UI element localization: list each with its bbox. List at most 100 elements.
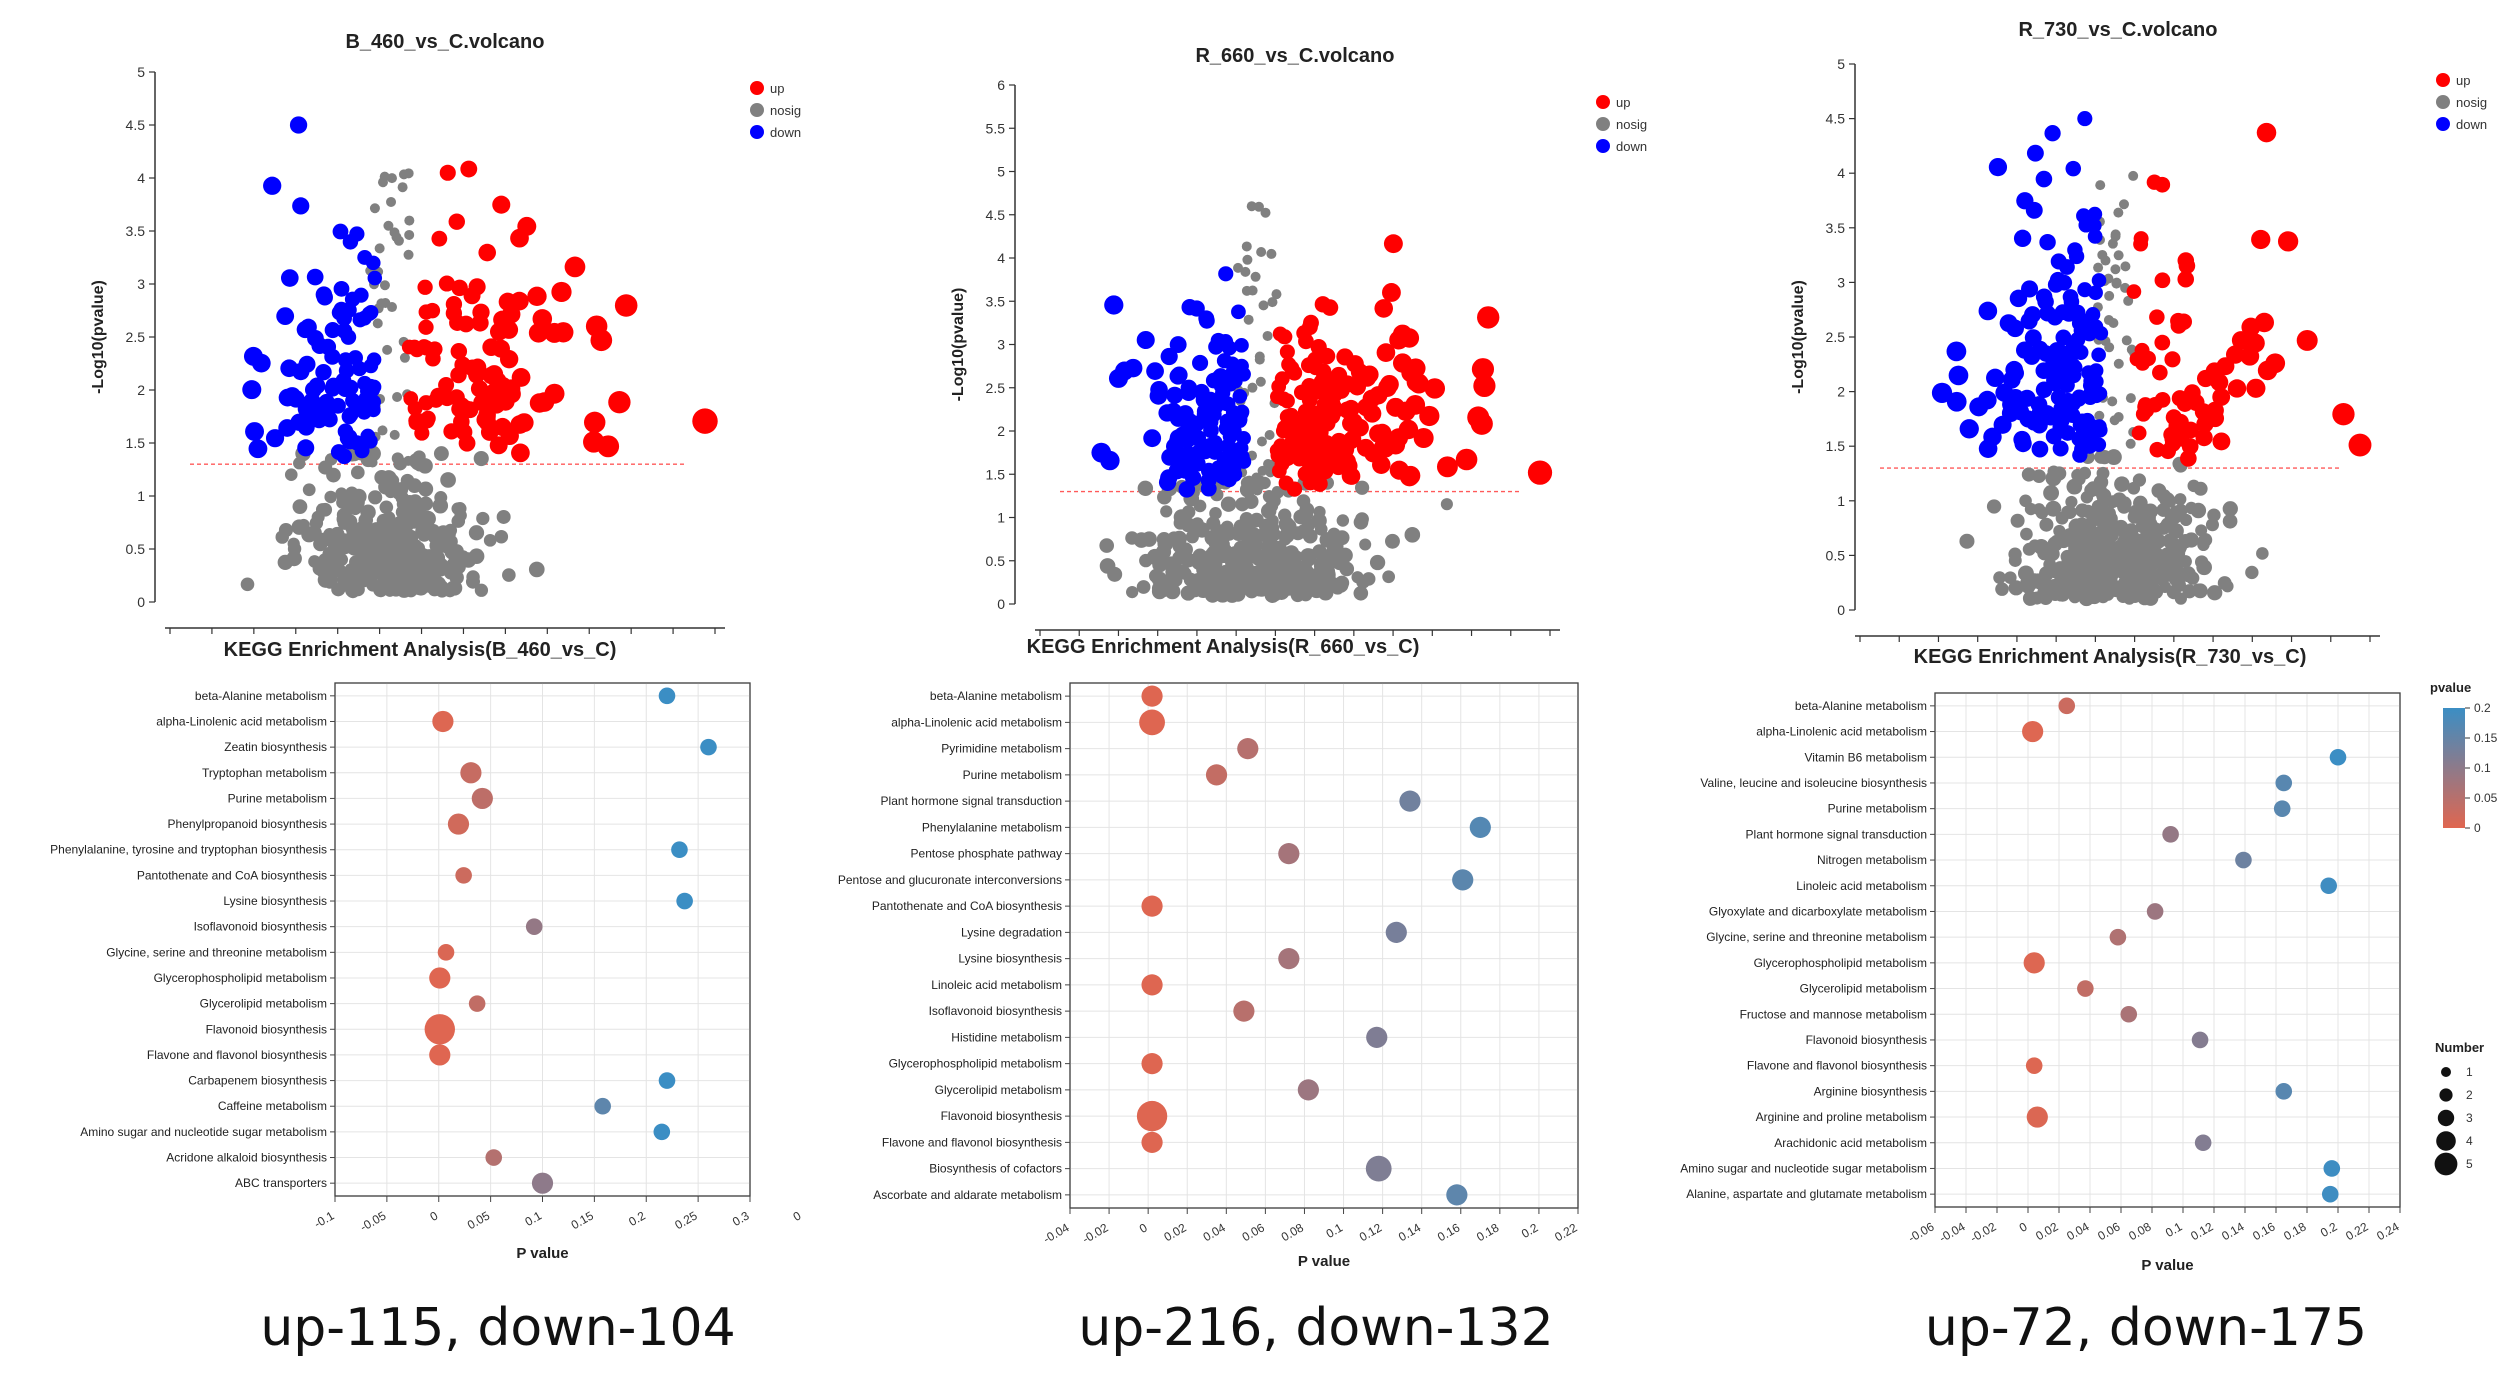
kegg-pathway-label: beta-Alanine metabolism (195, 689, 327, 703)
volcano-point-up (1376, 343, 1396, 362)
volcano-point-nosig (316, 532, 332, 548)
volcano-point-up (424, 302, 441, 319)
kegg-bubble (1141, 685, 1163, 707)
volcano-point-nosig (386, 173, 397, 184)
volcano-point-nosig (2065, 528, 2078, 541)
volcano-point-nosig (1314, 522, 1328, 536)
volcano-point-down (1931, 382, 1953, 403)
volcano-points (240, 116, 718, 599)
volcano-point-up (1297, 403, 1314, 420)
volcano-point-down (336, 448, 353, 465)
volcano-point-up (1279, 344, 1295, 360)
kegg-bubble (1233, 1000, 1255, 1022)
volcano-point-nosig (397, 182, 408, 193)
volcano-point-down (332, 223, 349, 240)
volcano-point-down (1988, 157, 2008, 177)
volcano-point-nosig (2045, 500, 2062, 517)
volcano-point-nosig (2127, 509, 2142, 524)
volcano-point-nosig (2110, 229, 2121, 240)
volcano-point-nosig (447, 580, 463, 596)
volcano-point-up (2182, 421, 2200, 439)
volcano-point-nosig (528, 561, 545, 578)
volcano-point-up (426, 341, 443, 357)
volcano-point-nosig (2091, 499, 2105, 513)
volcano-point-nosig (1247, 382, 1258, 393)
volcano-point-nosig (1151, 580, 1167, 596)
volcano-y-tick-label: 1 (997, 510, 1005, 526)
volcano-title: R_730_vs_C.volcano (2018, 19, 2217, 41)
volcano-point-nosig (379, 280, 390, 291)
volcano-point-nosig (1136, 580, 1151, 594)
volcano-point-down (292, 197, 310, 215)
volcano-point-down (1196, 403, 1213, 420)
volcano-point-up (2240, 346, 2260, 366)
kegg-pathway-label: Glycerophospholipid metabolism (889, 1057, 1062, 1071)
volcano-point-down (339, 430, 356, 446)
volcano-point-nosig (2185, 571, 2200, 585)
volcano-point-down (1986, 368, 2005, 388)
volcano-point-down (303, 398, 321, 416)
volcano-point-nosig (2022, 590, 2039, 606)
volcano-y-tick-label: 5 (1837, 56, 1845, 72)
volcano-y-tick-label: 2 (997, 423, 1005, 439)
kegg-bubble (2109, 928, 2127, 946)
volcano-point-nosig (454, 509, 467, 522)
kegg-bubble (447, 813, 470, 835)
volcano-point-nosig (335, 487, 348, 500)
volcano-point-nosig (440, 472, 456, 488)
volcano-point-nosig (1164, 583, 1181, 600)
kegg-x-tick-label: 0.16 (1435, 1220, 1463, 1244)
volcano-point-down (1948, 365, 1969, 386)
volcano-point-nosig (386, 474, 400, 487)
volcano-point-nosig (418, 481, 434, 497)
volcano-point-up (1455, 448, 1478, 471)
volcano-point-nosig (1959, 533, 1975, 549)
volcano-point-nosig (1253, 201, 1264, 212)
volcano-point-nosig (1302, 548, 1317, 564)
volcano-point-nosig (390, 554, 403, 567)
kegg-bubble (2273, 800, 2291, 817)
volcano-point-down (324, 322, 341, 339)
volcano-point-nosig (2107, 238, 2118, 249)
volcano-point-up (1284, 360, 1300, 376)
kegg-title: KEGG Enrichment Analysis(B_460_vs_C) (224, 639, 617, 661)
volcano-point-nosig (2108, 546, 2124, 562)
kegg-pathway-label: Glycerolipid metabolism (1800, 982, 1927, 996)
volcano-point-down (1978, 439, 1998, 458)
volcano-point-down (263, 176, 282, 195)
kegg-pathway-label: Histidine metabolism (951, 1030, 1062, 1044)
volcano-y-tick-label: 1 (1837, 493, 1845, 509)
kegg-pathway-label: Caffeine metabolism (218, 1099, 327, 1113)
volcano-point-down (2024, 306, 2042, 324)
volcano-point-nosig (2256, 547, 2269, 560)
volcano-point-nosig (2120, 261, 2131, 272)
number-legend-label: 3 (2466, 1111, 2473, 1125)
kegg-bubble (2146, 903, 2164, 920)
volcano-point-nosig (2222, 501, 2238, 517)
kegg-pathway-label: Lysine biosynthesis (958, 952, 1062, 966)
kegg-bubble (2022, 720, 2044, 743)
kegg-pathway-label: Arginine biosynthesis (1814, 1084, 1927, 1098)
kegg-bubble (455, 867, 472, 884)
volcano-point-up (1342, 467, 1361, 485)
volcano-point-nosig (2126, 581, 2140, 595)
kegg-pathway-label: Glycerophospholipid metabolism (154, 971, 327, 985)
volcano-point-down (2077, 111, 2093, 127)
kegg-bubble (471, 787, 493, 810)
volcano-y-tick-label: 5.5 (986, 120, 1006, 136)
volcano-point-down (1104, 295, 1124, 315)
volcano-point-down (2086, 436, 2102, 451)
volcano-point-up (1383, 234, 1403, 254)
kegg-plot-border (1069, 682, 1579, 1209)
volcano-point-down (2024, 329, 2042, 347)
volcano-point-nosig (496, 509, 511, 524)
volcano-point-nosig (308, 555, 321, 568)
volcano-point-down (1168, 432, 1186, 450)
volcano-point-nosig (2008, 547, 2022, 561)
volcano-point-up (2181, 438, 2199, 455)
volcano-point-nosig (2103, 511, 2118, 527)
volcano-point-nosig (400, 473, 415, 488)
volcano-point-nosig (416, 557, 431, 571)
volcano-y-tick-label: 2 (137, 382, 145, 398)
volcano-y-tick-label: 1.5 (986, 466, 1006, 482)
